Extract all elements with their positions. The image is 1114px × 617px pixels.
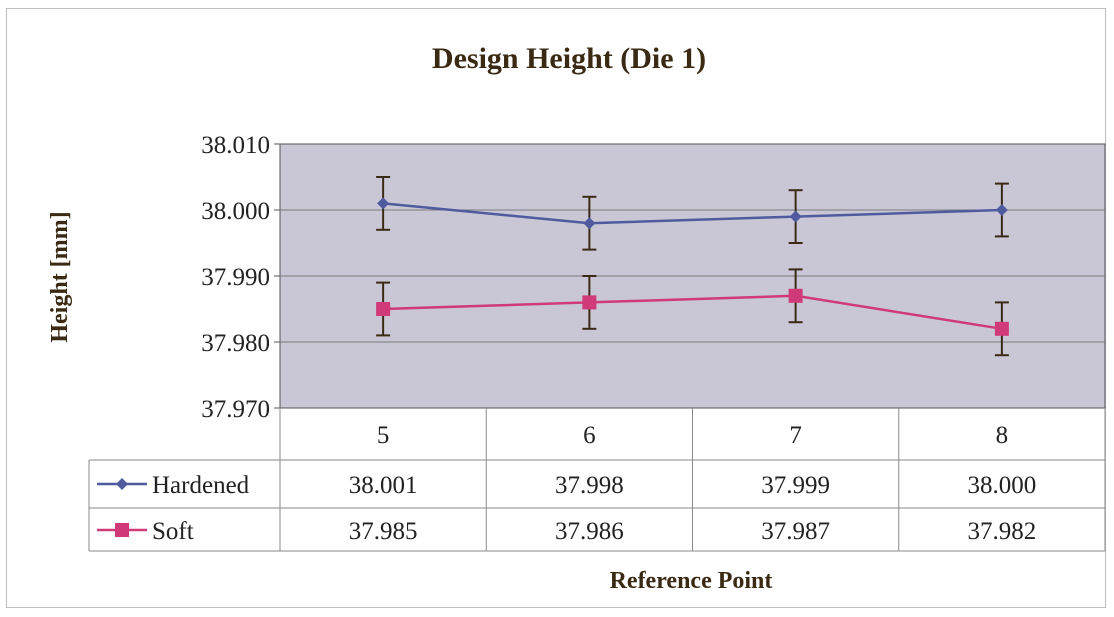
data-point [376,302,391,316]
data-point [377,197,390,210]
chart-frame: Design Height (Die 1) Height [mm] Refere… [6,8,1106,608]
x-axis-label: Reference Point [610,568,773,594]
data-label: 37.986 [555,518,624,545]
y-tick-label: 38.010 [201,132,270,159]
data-label: 38.000 [968,472,1037,499]
data-label: 37.985 [349,518,418,545]
legend-label: Hardened [152,472,250,499]
series-line-hardened [383,202,1002,225]
data-label: 38.001 [349,472,418,499]
x-tick-label: 6 [583,422,596,449]
data-point [995,204,1008,216]
data-label: 37.982 [968,518,1037,545]
legend-label: Soft [152,518,194,545]
y-tick-label: 38.000 [201,198,270,225]
y-tick-label: 37.970 [201,396,270,423]
data-label: 37.987 [761,518,830,545]
x-tick-label: 7 [789,422,802,449]
x-tick-label: 5 [377,422,390,449]
y-axis-label: Height [mm] [47,211,73,342]
legend-key-marker [115,523,129,537]
data-point [583,217,596,230]
y-tick-label: 37.990 [201,264,270,291]
data-label: 37.999 [761,472,830,499]
x-tick-label: 8 [996,422,1009,449]
data-point [994,321,1009,336]
data-point [582,295,597,310]
data-point [788,288,803,303]
chart-title: Design Height (Die 1) [432,42,706,75]
data-table: 5 6 7 8 Hardened 38.001 37.998 37.999 38.000 Soft… [88,408,1106,552]
legend-key-marker [116,478,128,490]
data-point [789,210,802,223]
data-label: 37.998 [555,472,624,499]
y-tick-label: 37.980 [201,330,270,357]
plot-area: 37.970 37.980 37.990 38.000 38.010 [201,132,1106,423]
series-line-soft [383,294,1003,331]
